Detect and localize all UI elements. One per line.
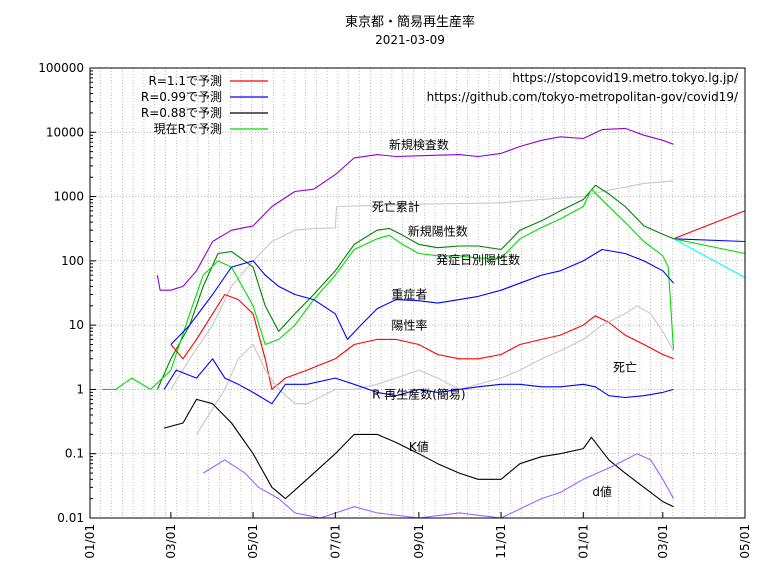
x-tick-label: 07/01 (328, 524, 342, 559)
series-line-0 (156, 127, 674, 291)
series-line-12 (673, 238, 746, 278)
annotation-label: d値 (592, 484, 612, 499)
x-tick-label: 01/01 (576, 524, 590, 559)
chart-title: 東京都・簡易再生産率 (345, 14, 475, 30)
x-tick-label: 05/01 (738, 524, 752, 559)
x-tick-label: 11/01 (494, 524, 508, 559)
series-line-5 (170, 293, 674, 390)
y-tick-label: 10000 (46, 125, 84, 139)
y-tick-label: 1000 (53, 190, 84, 204)
series-line-11 (673, 238, 746, 243)
legend-label: 現在Rで予測 (154, 122, 222, 136)
series-line-1 (170, 180, 674, 390)
y-tick-label: 100 (61, 254, 84, 268)
grid (89, 67, 745, 519)
plot-frame (89, 67, 746, 519)
chart-subtitle: 2021-03-09 (375, 33, 445, 47)
annotation-label: 発症日別陽性数 (436, 252, 520, 267)
annotation-label: 陽性率 (391, 318, 427, 333)
annotation-label: 重症者 (391, 286, 427, 301)
source-url: https://github.com/tokyo-metropolitan-go… (427, 90, 739, 104)
series-group (102, 127, 746, 519)
legend-label: R=1.1で予測 (149, 74, 222, 88)
x-tick-label: 03/01 (164, 524, 178, 559)
legend-label: R=0.99で予測 (141, 90, 222, 104)
y-tick-label: 10 (69, 318, 84, 332)
annotation-label: 新規陽性数 (408, 223, 468, 238)
series-line-2 (156, 184, 674, 390)
sources: https://stopcovid19.metro.tokyo.lg.jp/ht… (427, 71, 739, 104)
source-url: https://stopcovid19.metro.tokyo.lg.jp/ (512, 71, 739, 85)
series-line-13 (673, 238, 746, 255)
series-line-9 (202, 453, 675, 519)
annotation-label: R 再生産数(簡易) (372, 387, 466, 402)
y-tick-label: 1 (76, 382, 84, 396)
series-line-7 (163, 358, 674, 405)
y-tick-label: 0.1 (65, 447, 84, 461)
annotation-label: 新規検査数 (389, 137, 449, 152)
series-line-8 (163, 398, 674, 508)
series-line-6 (196, 305, 675, 435)
series-line-3 (102, 188, 675, 390)
x-tick-label: 01/01 (83, 524, 97, 559)
y-tick-label: 0.01 (57, 511, 84, 525)
y-tick-label: 100000 (38, 61, 84, 75)
legend-label: R=0.88で予測 (141, 106, 222, 120)
x-tick-label: 03/01 (656, 524, 670, 559)
series-line-10 (673, 210, 746, 240)
annotation-label: 死亡累計 (372, 199, 420, 214)
x-tick-label: 05/01 (246, 524, 260, 559)
annotation-label: 死亡 (613, 361, 637, 375)
annotation-label: K値 (409, 439, 429, 454)
x-tick-label: 09/01 (412, 524, 426, 559)
series-line-4 (170, 248, 675, 345)
